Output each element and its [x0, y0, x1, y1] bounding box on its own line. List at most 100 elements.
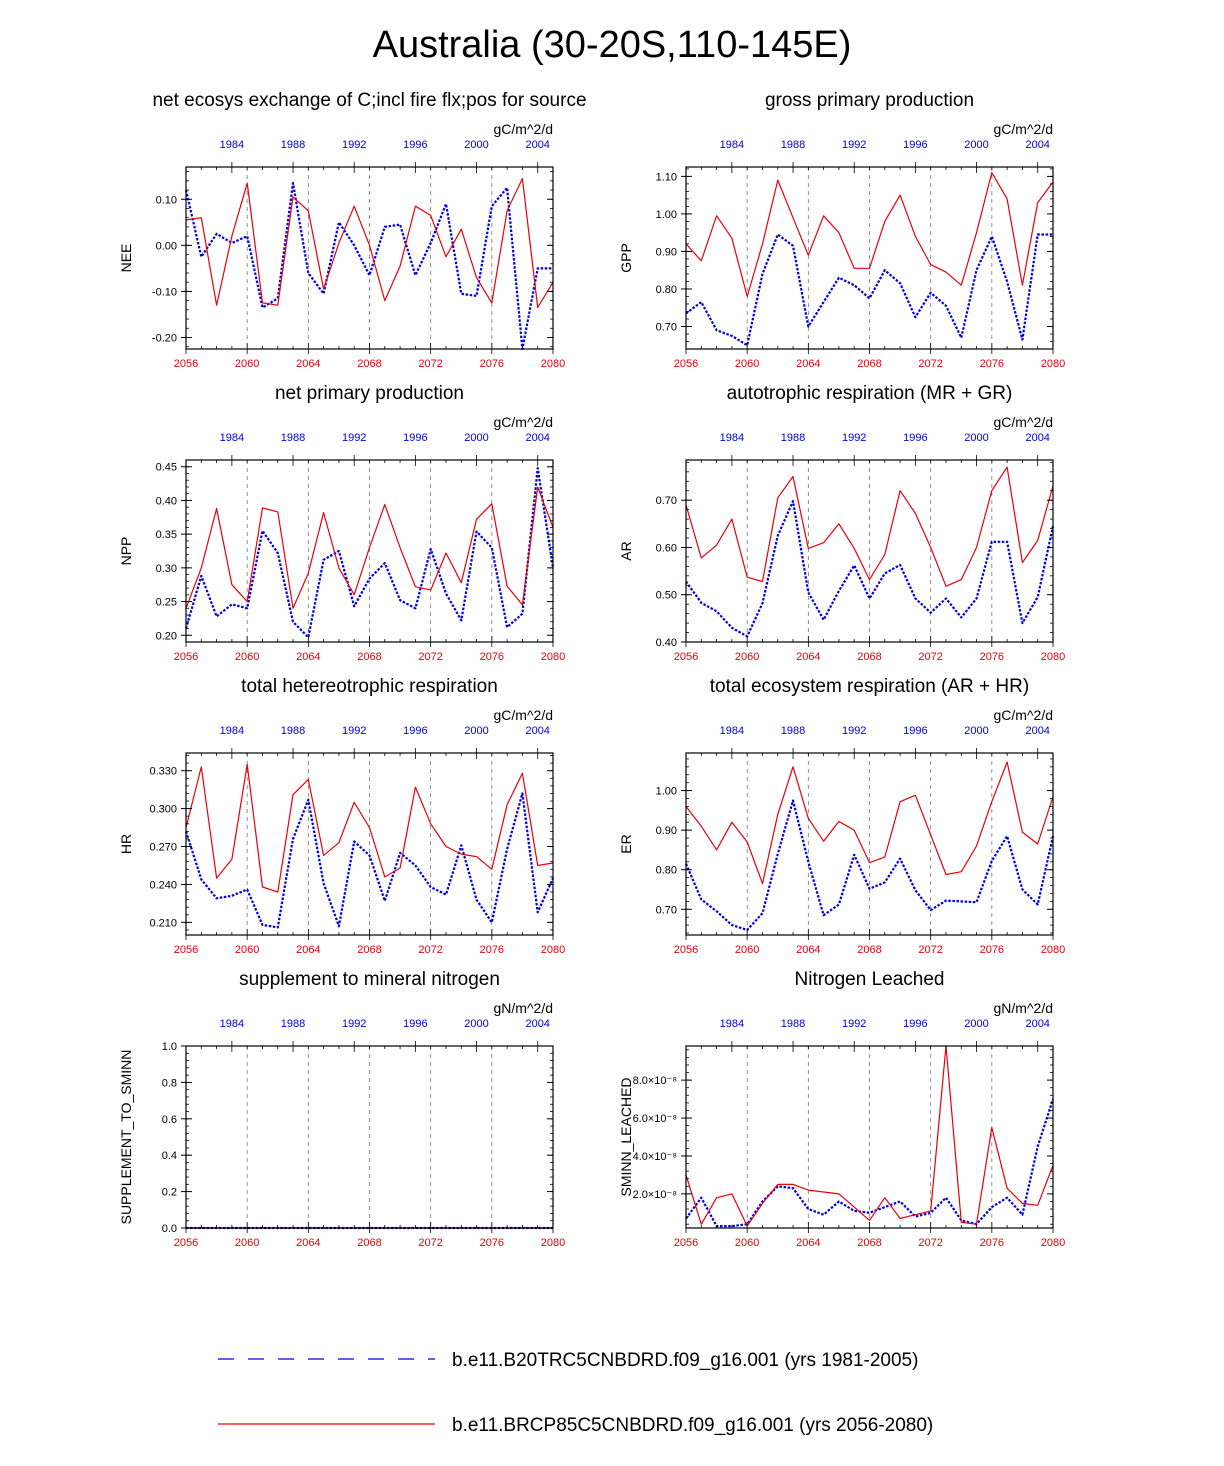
x-bottom-tick-label: 2080: [1041, 651, 1065, 663]
x-top-tick-label: 2004: [525, 432, 549, 444]
x-bottom-tick-label: 2068: [857, 1237, 881, 1249]
x-bottom-tick-label: 2060: [735, 358, 759, 370]
x-bottom-tick-label: 2068: [357, 358, 381, 370]
x-top-tick-label: 1988: [781, 432, 805, 444]
y-tick-label: 0.80: [656, 284, 677, 296]
x-bottom-tick-label: 2060: [235, 944, 259, 956]
x-top-tick-label: 2000: [964, 1018, 988, 1030]
panel-er: total ecosystem respiration (AR + HR) gC/…: [618, 676, 1065, 956]
y-tick-label: 1.0: [162, 1041, 177, 1053]
x-bottom-tick-label: 2056: [174, 944, 198, 956]
x-top-tick-label: 1988: [781, 1018, 805, 1030]
x-bottom-tick-label: 2064: [796, 651, 820, 663]
units-label: gN/m^2/d: [494, 1000, 553, 1016]
y-tick-label: 0.40: [656, 637, 677, 649]
y-tick-label: 0.80: [656, 865, 677, 877]
y-tick-label: 0.8: [162, 1077, 177, 1089]
x-top-tick-label: 1988: [281, 432, 305, 444]
x-bottom-tick-label: 2076: [480, 944, 504, 956]
y-axis-label: SMINN_LEACHED: [618, 1077, 634, 1196]
units-label: gN/m^2/d: [994, 1000, 1053, 1016]
panel-title: net primary production: [275, 383, 464, 404]
series-line-future: [685, 466, 1054, 587]
panel-title: net ecosys exchange of C;incl fire flx;p…: [152, 90, 586, 111]
series-line-control: [685, 1098, 1055, 1228]
y-axis-label: HR: [118, 834, 134, 854]
y-tick-label: 0.330: [149, 766, 177, 778]
x-bottom-tick-label: 2080: [541, 944, 565, 956]
y-tick-label: 0.6: [162, 1114, 177, 1126]
panel-sminn-leached: Nitrogen Leached gN/m^2/d SMINN_LEACHED2.0…: [618, 969, 1065, 1249]
x-top-tick-label: 1992: [342, 432, 366, 444]
x-top-tick-label: 1984: [220, 1018, 244, 1030]
legend-label-future: b.e11.BRCP85C5CNBDRD.f09_g16.001 (yrs 20…: [452, 1415, 933, 1436]
x-top-tick-label: 1984: [720, 139, 744, 151]
x-top-tick-label: 2004: [1025, 725, 1049, 737]
x-bottom-tick-label: 2064: [796, 358, 820, 370]
units-label: gC/m^2/d: [494, 707, 553, 723]
panel-supplement-to-sminn: supplement to mineral nitrogen gN/m^2/d SU…: [118, 969, 565, 1249]
y-axis-label: NEE: [118, 244, 134, 273]
panel-title: supplement to mineral nitrogen: [239, 969, 500, 990]
x-top-tick-label: 2000: [964, 725, 988, 737]
x-bottom-tick-label: 2068: [857, 651, 881, 663]
x-top-tick-label: 1992: [342, 725, 366, 737]
x-bottom-tick-label: 2060: [235, 1237, 259, 1249]
series-line-future: [185, 177, 554, 309]
x-top-tick-label: 1988: [781, 139, 805, 151]
x-bottom-tick-label: 2064: [296, 1237, 320, 1249]
x-bottom-tick-label: 2080: [541, 651, 565, 663]
x-bottom-tick-label: 2072: [918, 358, 942, 370]
units-label: gC/m^2/d: [994, 707, 1053, 723]
x-top-tick-label: 1984: [220, 725, 244, 737]
panel-ar: autotrophic respiration (MR + GR) gC/m^2/…: [618, 383, 1065, 663]
series-line-control: [685, 500, 1055, 638]
x-bottom-tick-label: 2056: [174, 358, 198, 370]
page-title: Australia (30-20S,110-145E): [373, 24, 852, 66]
panel-title: gross primary production: [765, 90, 974, 111]
x-top-tick-label: 2000: [464, 1018, 488, 1030]
x-top-tick-label: 1992: [342, 1018, 366, 1030]
panel-title: Nitrogen Leached: [795, 969, 945, 990]
x-bottom-tick-label: 2060: [735, 944, 759, 956]
x-bottom-tick-label: 2056: [174, 651, 198, 663]
x-bottom-tick-label: 2072: [418, 651, 442, 663]
y-tick-label: 0.90: [656, 825, 677, 837]
x-top-tick-label: 1988: [281, 725, 305, 737]
y-tick-label: 6.0×10⁻⁸: [633, 1113, 677, 1125]
y-axis-label: GPP: [618, 243, 634, 273]
x-top-tick-label: 2000: [964, 139, 988, 151]
x-bottom-tick-label: 2076: [980, 358, 1004, 370]
y-tick-label: 0.240: [149, 879, 177, 891]
y-tick-label: 0.25: [156, 597, 177, 609]
x-bottom-tick-label: 2056: [674, 358, 698, 370]
x-bottom-tick-label: 2060: [735, 651, 759, 663]
series-line-control: [184, 792, 555, 929]
x-bottom-tick-label: 2068: [357, 944, 381, 956]
x-bottom-tick-label: 2072: [918, 944, 942, 956]
y-tick-label: 0.0: [162, 1223, 177, 1235]
series-line-control: [184, 467, 555, 639]
x-bottom-tick-label: 2076: [480, 1237, 504, 1249]
x-bottom-tick-label: 2068: [357, 1237, 381, 1249]
y-axis-label: SUPPLEMENT_TO_SMINN: [118, 1050, 134, 1225]
y-tick-label: -0.20: [152, 332, 177, 344]
x-top-tick-label: 1996: [403, 1018, 427, 1030]
units-label: gC/m^2/d: [994, 121, 1053, 137]
x-top-tick-label: 1996: [903, 432, 927, 444]
y-tick-label: 1.00: [656, 209, 677, 221]
x-bottom-tick-label: 2056: [674, 651, 698, 663]
x-bottom-tick-label: 2076: [480, 651, 504, 663]
panel-hr: total hetereotrophic respiration gC/m^2/d…: [118, 676, 565, 956]
x-top-tick-label: 2004: [525, 139, 549, 151]
y-tick-label: 0.270: [149, 842, 177, 854]
x-bottom-tick-label: 2072: [918, 1237, 942, 1249]
series-line-future: [185, 486, 554, 609]
panel-npp: net primary production gC/m^2/d NPP 0.20 0.2…: [118, 383, 565, 663]
y-tick-label: 0.35: [156, 529, 177, 541]
y-tick-label: 0.210: [149, 917, 177, 929]
x-top-tick-label: 2000: [464, 432, 488, 444]
x-top-tick-label: 1984: [220, 139, 244, 151]
x-top-tick-label: 1996: [403, 139, 427, 151]
y-tick-label: 0.4: [162, 1150, 177, 1162]
